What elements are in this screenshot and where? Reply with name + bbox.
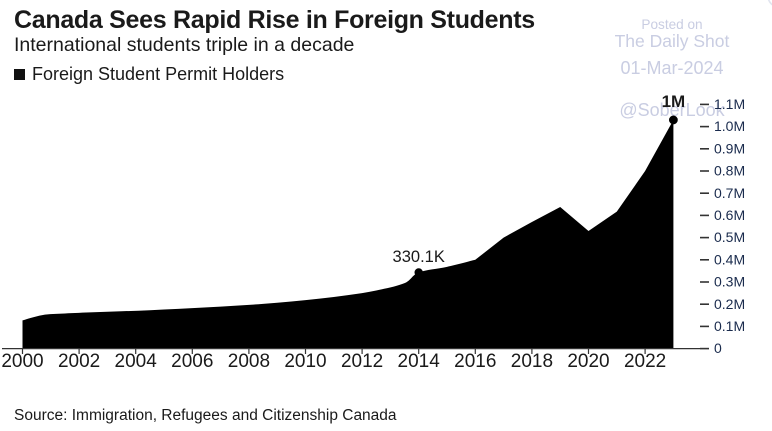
- svg-text:2006: 2006: [171, 351, 213, 372]
- svg-text:0.9M: 0.9M: [714, 140, 745, 156]
- svg-text:0.1M: 0.1M: [714, 318, 745, 334]
- svg-text:0.2M: 0.2M: [714, 296, 745, 312]
- svg-text:2008: 2008: [228, 351, 270, 372]
- svg-text:0.4M: 0.4M: [714, 251, 745, 267]
- svg-text:0: 0: [714, 340, 722, 356]
- svg-text:2016: 2016: [454, 351, 496, 372]
- svg-text:0.3M: 0.3M: [714, 274, 745, 290]
- svg-text:0.8M: 0.8M: [714, 163, 745, 179]
- svg-text:1.1M: 1.1M: [714, 96, 745, 112]
- svg-text:330.1K: 330.1K: [393, 248, 445, 266]
- svg-text:2020: 2020: [567, 351, 609, 372]
- svg-text:0.5M: 0.5M: [714, 229, 745, 245]
- svg-text:0.6M: 0.6M: [714, 207, 745, 223]
- svg-text:2010: 2010: [284, 351, 326, 372]
- svg-text:1M: 1M: [662, 92, 686, 111]
- svg-text:0.7M: 0.7M: [714, 185, 745, 201]
- svg-text:2000: 2000: [1, 351, 43, 372]
- svg-text:2018: 2018: [511, 351, 553, 372]
- svg-text:2014: 2014: [398, 351, 441, 372]
- svg-text:2002: 2002: [58, 351, 100, 372]
- svg-text:2004: 2004: [115, 351, 158, 372]
- svg-text:2012: 2012: [341, 351, 383, 372]
- svg-text:2022: 2022: [624, 351, 666, 372]
- svg-text:1.0M: 1.0M: [714, 118, 745, 134]
